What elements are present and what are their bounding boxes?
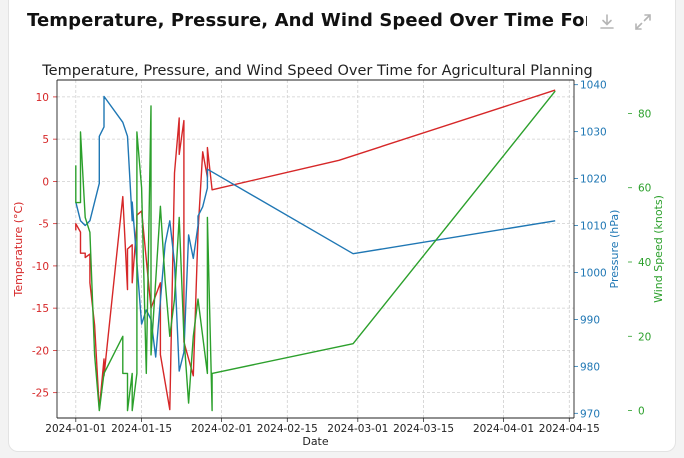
x-axis-label: Date	[302, 435, 329, 448]
wind-tick-label: 20	[638, 331, 651, 343]
x-tick-label: 2024-04-01	[473, 423, 534, 435]
chart-title: Temperature, Pressure, and Wind Speed Ov…	[41, 63, 592, 79]
x-tick-label: 2024-01-01	[45, 423, 106, 435]
x-tick-label: 2024-02-15	[257, 423, 318, 435]
pressure-tick-label: 1030	[580, 127, 607, 139]
temperature-tick-label: 10	[36, 92, 49, 104]
expand-icon[interactable]	[633, 12, 653, 32]
wind-axis-label: Wind Speed (knots)	[652, 195, 665, 303]
pressure-tick-label: 990	[580, 314, 600, 326]
x-tick-label: 2024-01-15	[111, 423, 172, 435]
pressure-axis-label: Pressure (hPa)	[608, 210, 621, 289]
temperature-tick-label: 0	[42, 176, 49, 188]
wind-tick-label: 40	[638, 257, 651, 269]
temperature-tick-label: -25	[32, 388, 49, 400]
temperature-axis-label: Temperature (°C)	[12, 202, 25, 298]
wind-series-line	[75, 90, 556, 412]
x-tick-label: 2024-04-15	[539, 423, 600, 435]
card-title: Temperature, Pressure, And Wind Speed Ov…	[27, 10, 587, 31]
pressure-tick-label: 980	[580, 361, 600, 373]
temperature-tick-label: -15	[32, 303, 49, 315]
pressure-tick-label: 1010	[580, 221, 607, 233]
pressure-tick-label: 1020	[580, 174, 607, 186]
temperature-tick-label: 5	[42, 134, 49, 146]
pressure-series-line	[75, 95, 556, 372]
pressure-tick-label: 1000	[580, 267, 607, 279]
wind-tick-label: 0	[638, 406, 645, 418]
wind-tick-label: 80	[638, 108, 651, 120]
download-icon[interactable]	[597, 12, 617, 32]
pressure-tick-label: 1040	[580, 80, 607, 92]
temperature-series-line	[75, 89, 556, 411]
x-tick-label: 2024-03-01	[327, 423, 388, 435]
temperature-tick-label: -10	[32, 261, 49, 273]
temperature-tick-label: -5	[39, 219, 49, 231]
x-tick-label: 2024-03-15	[393, 423, 454, 435]
x-tick-label: 2024-02-01	[191, 423, 252, 435]
temperature-tick-label: -20	[32, 345, 49, 357]
pressure-tick-label: 970	[580, 408, 600, 420]
wind-tick-label: 60	[638, 183, 651, 195]
